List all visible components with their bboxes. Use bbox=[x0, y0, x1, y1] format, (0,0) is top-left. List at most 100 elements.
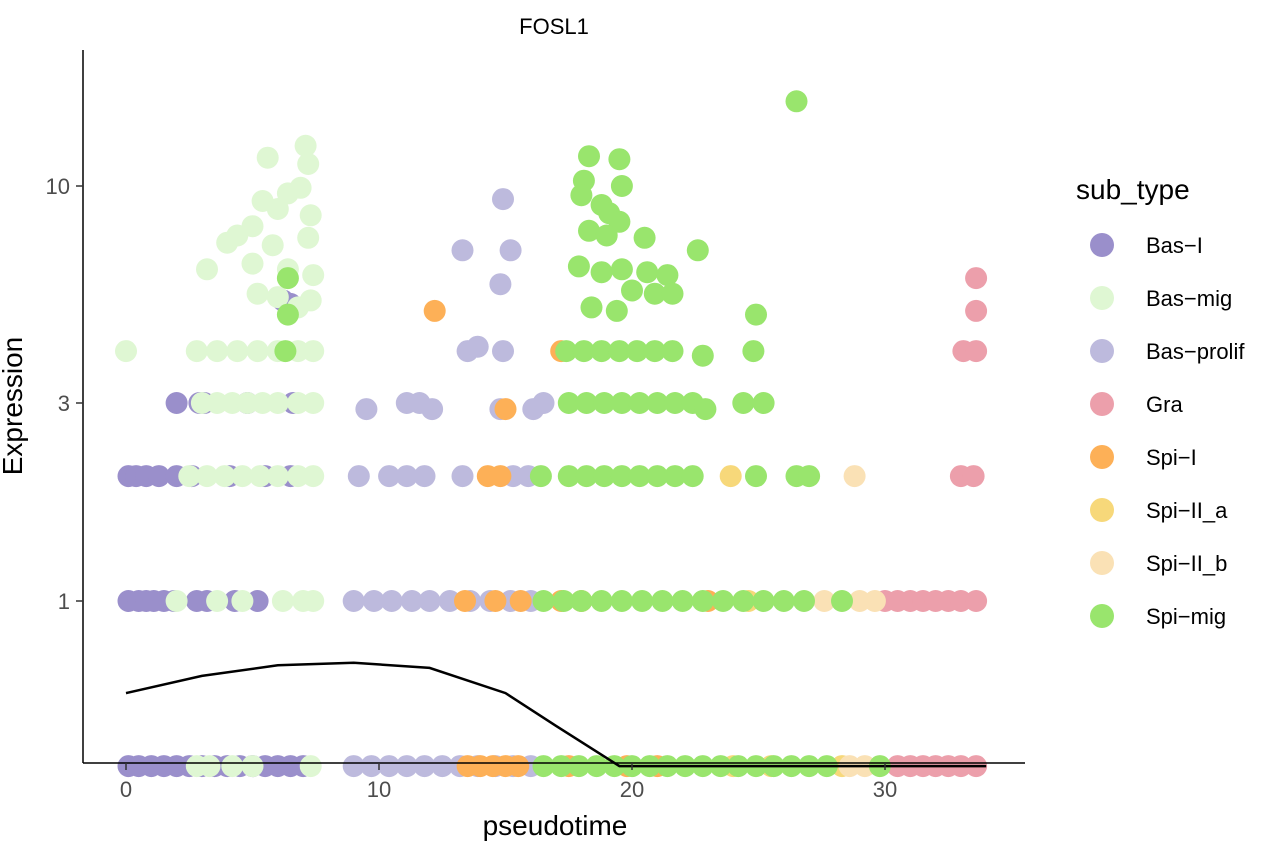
data-point bbox=[965, 590, 988, 612]
data-point bbox=[196, 465, 218, 488]
data-point bbox=[610, 175, 633, 197]
legend-label: Bas−prolif bbox=[1146, 339, 1245, 364]
data-point bbox=[454, 590, 476, 612]
legend-key bbox=[1090, 498, 1114, 522]
data-point bbox=[646, 392, 669, 414]
data-point bbox=[418, 590, 441, 612]
data-point bbox=[347, 465, 370, 488]
x-tick-label: 20 bbox=[620, 777, 644, 802]
data-point bbox=[213, 465, 236, 488]
data-point bbox=[608, 148, 631, 171]
data-point bbox=[664, 465, 686, 488]
data-point bbox=[231, 465, 254, 488]
data-point bbox=[555, 340, 578, 363]
data-point bbox=[451, 239, 474, 262]
data-point bbox=[178, 465, 201, 488]
data-point bbox=[302, 590, 325, 612]
data-point bbox=[643, 282, 666, 305]
data-point bbox=[863, 590, 886, 612]
data-point bbox=[628, 392, 651, 414]
y-tick-label: 3 bbox=[58, 391, 70, 416]
data-point bbox=[492, 340, 514, 363]
legend-label: Spi−I bbox=[1146, 445, 1197, 470]
x-axis-ticks: 0 10 20 30 bbox=[120, 763, 897, 802]
data-point bbox=[489, 273, 512, 296]
data-point bbox=[297, 226, 320, 249]
data-point bbox=[299, 204, 322, 227]
data-point bbox=[656, 264, 679, 287]
data-point bbox=[965, 340, 988, 363]
y-tick-label: 10 bbox=[46, 174, 70, 199]
data-point bbox=[261, 234, 284, 257]
data-point bbox=[423, 299, 446, 322]
data-point bbox=[661, 340, 684, 363]
data-point bbox=[691, 344, 714, 367]
data-point bbox=[567, 255, 590, 278]
data-point bbox=[626, 340, 649, 363]
data-point bbox=[595, 224, 618, 247]
data-point bbox=[610, 258, 633, 281]
data-point bbox=[529, 465, 552, 488]
legend-key bbox=[1090, 445, 1114, 469]
legend-key bbox=[1090, 604, 1114, 628]
data-point bbox=[489, 465, 512, 488]
data-point bbox=[949, 590, 972, 612]
data-point bbox=[578, 219, 600, 242]
data-point bbox=[241, 215, 264, 238]
data-point bbox=[266, 198, 289, 220]
data-point bbox=[732, 590, 755, 612]
data-point bbox=[251, 392, 274, 414]
y-tick-label: 1 bbox=[58, 589, 70, 614]
data-point bbox=[965, 267, 988, 290]
legend-key bbox=[1090, 339, 1114, 363]
data-point bbox=[256, 146, 279, 169]
data-point bbox=[276, 303, 299, 326]
data-point bbox=[532, 755, 555, 778]
data-point bbox=[342, 755, 365, 778]
data-point bbox=[608, 340, 631, 363]
data-point bbox=[509, 590, 532, 612]
data-point bbox=[686, 239, 709, 262]
x-tick-label: 30 bbox=[873, 777, 897, 802]
data-point bbox=[552, 590, 575, 612]
data-point bbox=[628, 465, 651, 488]
data-point bbox=[610, 465, 633, 488]
data-point bbox=[719, 465, 742, 488]
data-point bbox=[246, 282, 269, 305]
data-point bbox=[287, 465, 309, 488]
data-point bbox=[413, 755, 436, 778]
data-point bbox=[378, 755, 401, 778]
data-point bbox=[813, 590, 836, 612]
data-point bbox=[266, 465, 289, 488]
legend-key bbox=[1090, 233, 1114, 257]
data-point bbox=[681, 465, 704, 488]
data-point bbox=[492, 188, 514, 211]
data-point bbox=[400, 590, 423, 612]
data-point bbox=[732, 392, 755, 414]
data-point bbox=[691, 590, 714, 612]
data-point bbox=[115, 340, 137, 363]
data-point bbox=[590, 261, 613, 284]
data-point bbox=[266, 286, 289, 309]
data-point bbox=[289, 176, 312, 199]
data-point bbox=[299, 289, 322, 312]
data-point bbox=[745, 303, 767, 326]
data-point bbox=[484, 590, 507, 612]
x-tick-label: 0 bbox=[120, 777, 132, 802]
data-point bbox=[165, 392, 188, 414]
data-point bbox=[342, 590, 365, 612]
data-point bbox=[221, 755, 244, 778]
data-point bbox=[550, 755, 573, 778]
data-point bbox=[206, 340, 229, 363]
legend-key bbox=[1090, 551, 1114, 575]
legend-title: sub_type bbox=[1076, 174, 1190, 205]
data-point bbox=[421, 398, 444, 421]
data-point bbox=[395, 755, 418, 778]
data-point bbox=[302, 392, 325, 414]
data-point bbox=[610, 392, 633, 414]
data-point bbox=[590, 590, 613, 612]
data-point bbox=[165, 590, 188, 612]
data-point bbox=[499, 239, 522, 262]
data-point bbox=[190, 392, 213, 414]
